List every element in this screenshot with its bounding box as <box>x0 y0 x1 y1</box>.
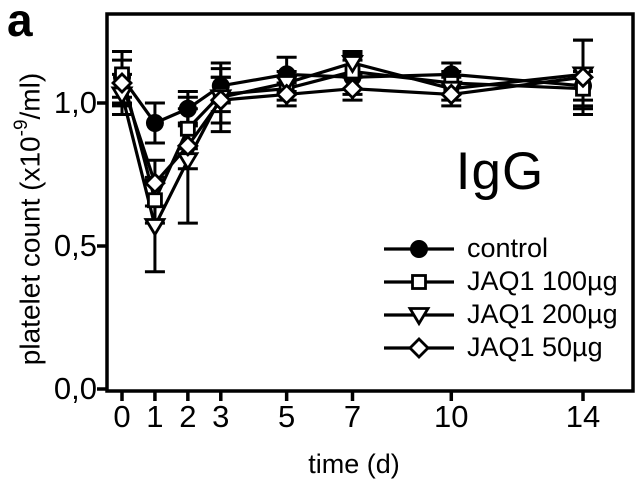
panel-label: a <box>7 0 33 46</box>
x-tick-label: 2 <box>179 399 196 434</box>
marker-circle-filled <box>178 99 197 118</box>
marker-diamond-open <box>275 83 298 106</box>
marker-square-open <box>147 192 163 209</box>
x-tick-label: 1 <box>146 399 163 434</box>
legend-sample-circle-filled <box>384 239 454 258</box>
y-tick-label: 0,5 <box>54 228 97 263</box>
x-tick-label: 10 <box>434 399 468 434</box>
legend-item: JAQ1 100µg <box>383 265 618 298</box>
legend: control JAQ1 100µg JAQ1 200µg JAQ1 50µg <box>383 232 618 364</box>
marker-diamond-open <box>111 72 133 94</box>
legend-sample-diamond-open <box>384 336 454 359</box>
legend-item: control <box>383 232 618 265</box>
marker-diamond-open <box>143 172 166 195</box>
legend-item: JAQ1 50µg <box>383 331 618 364</box>
marker-diamond-open <box>176 134 199 157</box>
x-axis-label: time (d) <box>308 449 400 479</box>
legend-item: JAQ1 200µg <box>383 298 618 331</box>
series-markers-jaq1-50-g <box>111 66 594 195</box>
annotation-igg: IgG <box>455 142 545 201</box>
plot-frame <box>105 12 635 393</box>
marker-diamond-open <box>209 89 232 112</box>
y-axis-label-prefix: platelet count (x10 <box>14 136 46 366</box>
marker-diamond-open <box>440 83 463 106</box>
y-axis-label: platelet count (x10-9/ml) <box>7 39 45 399</box>
legend-label: control <box>467 233 549 263</box>
x-tick-label: 7 <box>344 399 361 434</box>
x-tick-label: 0 <box>113 399 130 434</box>
marker-triangle-down-open <box>407 306 431 326</box>
legend-label: JAQ1 50µg <box>467 332 603 362</box>
marker-diamond-open <box>572 66 594 89</box>
marker-diamond-open <box>341 77 364 100</box>
y-axis-label-superscript: -9 <box>11 119 32 137</box>
marker-square-open <box>411 273 427 290</box>
legend-sample-triangle-down-open <box>384 306 454 326</box>
x-tick-label: 14 <box>566 399 600 434</box>
y-axis-label-suffix: /ml) <box>14 72 46 120</box>
marker-triangle-down-open <box>143 218 167 238</box>
legend-sample-square-open <box>384 273 454 290</box>
series-line-jaq1-200-g <box>120 61 584 231</box>
y-tick-label: 1,0 <box>54 85 97 120</box>
marker-diamond-open <box>408 336 430 359</box>
legend-label: JAQ1 200µg <box>467 299 618 329</box>
legend-label: JAQ1 100µg <box>467 266 618 296</box>
marker-triangle-down-open <box>341 55 364 75</box>
marker-square-open <box>179 120 196 137</box>
marker-circle-filled <box>410 239 428 258</box>
y-tick-label: 0,0 <box>54 371 97 406</box>
x-tick-label: 3 <box>212 399 229 434</box>
marker-circle-filled <box>145 114 164 133</box>
x-tick-label: 5 <box>278 399 295 434</box>
